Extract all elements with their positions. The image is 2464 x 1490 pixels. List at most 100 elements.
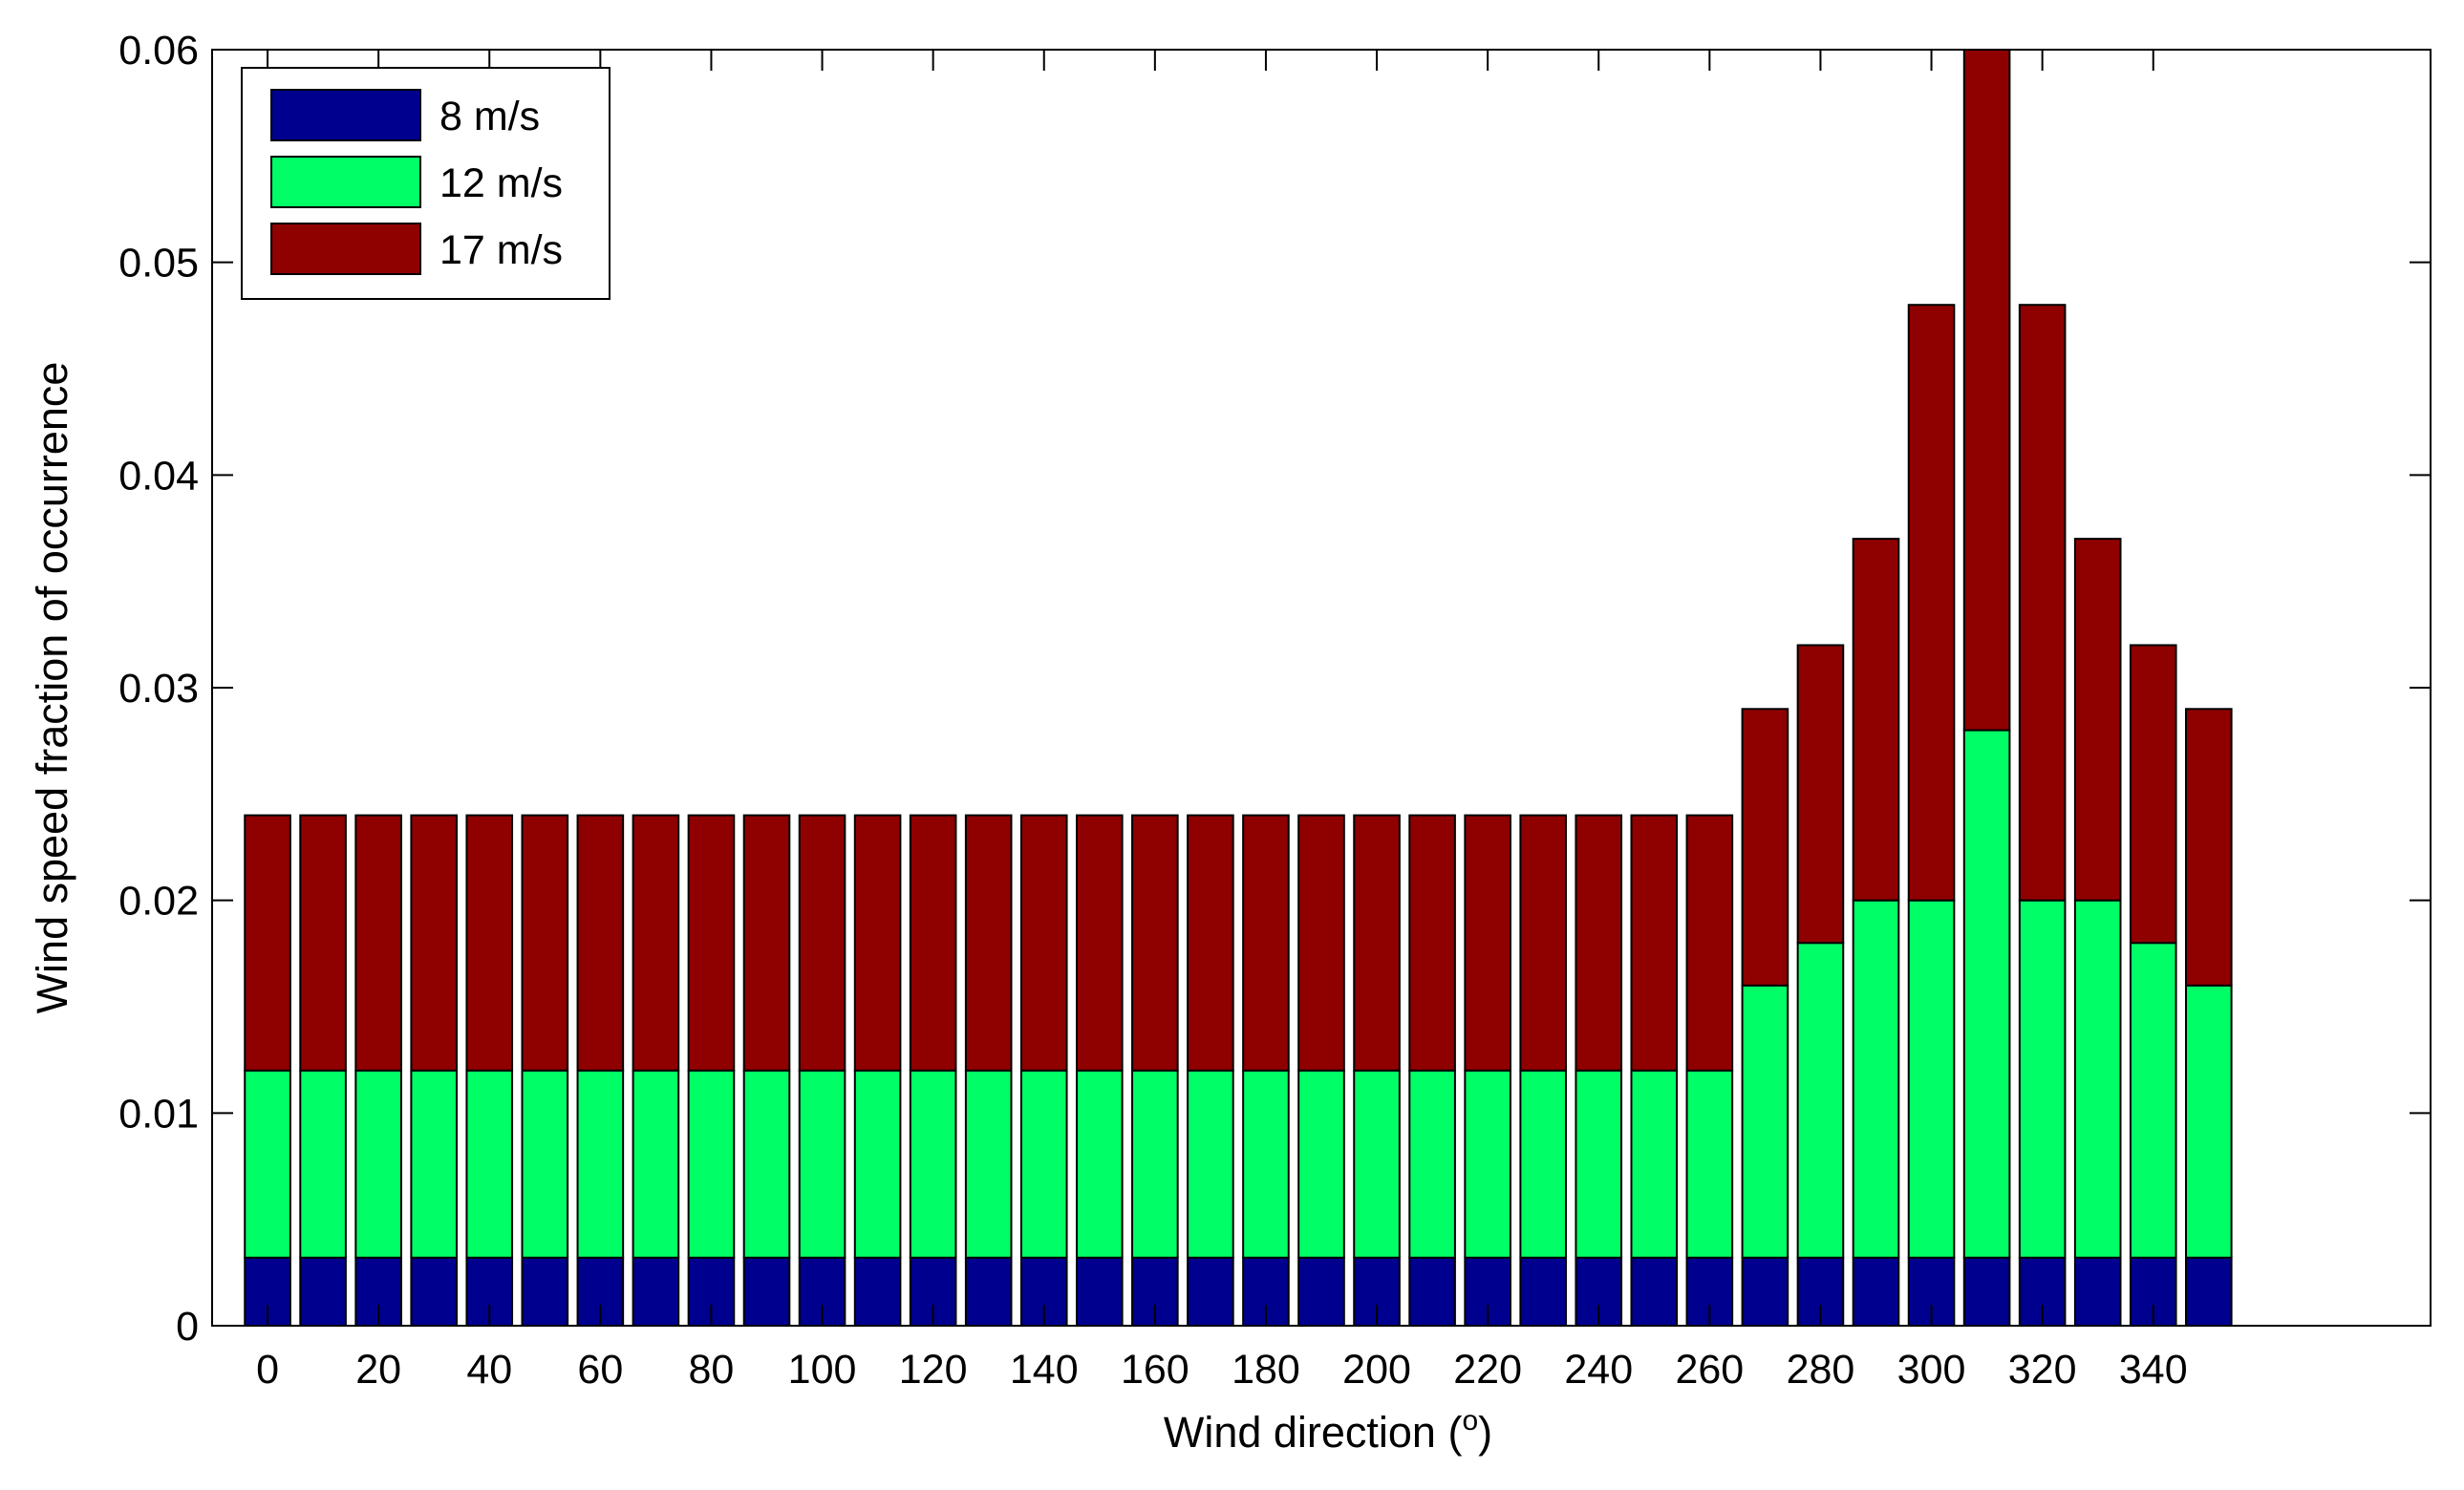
bar-segment — [853, 1256, 902, 1327]
bar-segment — [410, 1069, 458, 1259]
bar-segment — [1187, 1256, 1234, 1327]
bar-segment — [1796, 942, 1845, 1259]
bar-segment — [1131, 1069, 1179, 1259]
y-tick-label: 0.05 — [118, 241, 199, 287]
x-tick-label: 100 — [788, 1347, 857, 1393]
bar-segment — [1187, 814, 1234, 1072]
bar-segment — [2073, 1256, 2122, 1327]
bar-segment — [521, 814, 569, 1072]
x-tick-label: 40 — [466, 1347, 512, 1393]
bar-segment — [1852, 899, 1900, 1259]
bar-segment — [742, 1069, 791, 1259]
bar-segment — [1575, 1069, 1623, 1259]
x-tick-label: 300 — [1897, 1347, 1966, 1393]
bar-segment — [2129, 942, 2177, 1259]
bar-segment — [2018, 899, 2067, 1259]
legend-label: 17 m/s — [439, 227, 563, 273]
bar-segment — [1297, 1069, 1345, 1259]
bar-segment — [1519, 1256, 1568, 1327]
bar-segment — [244, 814, 291, 1072]
bar-segment — [465, 1069, 514, 1259]
y-tick-label: 0.06 — [118, 28, 199, 74]
legend-swatch — [270, 156, 421, 208]
bars — [244, 49, 2233, 1327]
bar-segment — [1297, 814, 1345, 1072]
x-tick-label: 180 — [1232, 1347, 1300, 1393]
bar-segment — [1741, 708, 1789, 987]
x-tick-label: 80 — [689, 1347, 735, 1393]
bar-segment — [2185, 1256, 2233, 1327]
y-axis-label: Wind speed fraction of occurrence — [28, 362, 76, 1014]
bar-segment — [2185, 984, 2233, 1259]
x-tick-label: 120 — [899, 1347, 968, 1393]
bar-segment — [1242, 1069, 1290, 1259]
bar-segment — [1408, 1256, 1456, 1327]
x-tick-label: 320 — [2008, 1347, 2077, 1393]
bar-segment — [410, 814, 458, 1072]
bar-segment — [1575, 814, 1623, 1072]
legend-label: 12 m/s — [439, 160, 563, 206]
bar-segment — [299, 1069, 347, 1259]
x-tick-label: 240 — [1564, 1347, 1633, 1393]
x-tick-label: 280 — [1787, 1347, 1855, 1393]
bar-segment — [1019, 1069, 1068, 1259]
x-tick-label: 340 — [2119, 1347, 2188, 1393]
bar-segment — [909, 1069, 957, 1259]
bar-segment — [465, 814, 514, 1072]
bar-segment — [521, 1069, 569, 1259]
bar-segment — [1685, 814, 1734, 1072]
bar-segment — [964, 814, 1013, 1072]
bar-segment — [1907, 899, 1956, 1259]
bar-segment — [742, 814, 791, 1072]
x-tick-label: 260 — [1675, 1347, 1744, 1393]
bar-segment — [1796, 644, 1845, 945]
bar-segment — [798, 814, 846, 1072]
y-tick-label: 0.01 — [118, 1091, 199, 1137]
bar-segment — [1076, 814, 1124, 1072]
bar-segment — [1019, 814, 1068, 1072]
bar-segment — [1519, 1069, 1568, 1259]
x-tick-label: 200 — [1342, 1347, 1411, 1393]
bar-segment — [2073, 899, 2122, 1259]
bar-segment — [687, 1069, 736, 1259]
x-tick-label: 220 — [1453, 1347, 1522, 1393]
bar-segment — [1741, 1256, 1789, 1327]
bar-segment — [2073, 538, 2122, 902]
bar-segment — [299, 1256, 347, 1327]
bar-segment — [2018, 304, 2067, 902]
bar-segment — [964, 1256, 1013, 1327]
y-tick-label: 0.02 — [118, 879, 199, 925]
bar-segment — [576, 1069, 625, 1259]
x-tick-label: 160 — [1121, 1347, 1189, 1393]
bar-segment — [521, 1256, 569, 1327]
bar-segment — [1630, 1256, 1679, 1327]
bar-segment — [1297, 1256, 1345, 1327]
y-tick-label: 0 — [176, 1304, 199, 1350]
bar-segment — [1464, 1069, 1511, 1259]
bar-segment — [1962, 1256, 2011, 1327]
x-tick-label: 140 — [1010, 1347, 1079, 1393]
x-tick-label: 20 — [355, 1347, 401, 1393]
bar-segment — [1962, 49, 2011, 732]
bar-segment — [1408, 1069, 1456, 1259]
bar-segment — [2129, 644, 2177, 945]
bar-segment — [798, 1069, 846, 1259]
y-tick-label: 0.04 — [118, 453, 199, 499]
bar-segment — [1852, 1256, 1900, 1327]
bar-segment — [1353, 1069, 1401, 1259]
x-axis-label: Wind direction (o) — [1164, 1405, 1492, 1457]
plot-frame — [211, 49, 2432, 1327]
bar-segment — [244, 1069, 291, 1259]
legend-swatch — [270, 223, 421, 275]
bar-segment — [964, 1069, 1013, 1259]
bar-segment — [410, 1256, 458, 1327]
bar-segment — [1741, 984, 1789, 1259]
bar-segment — [909, 814, 957, 1072]
bar-segment — [1907, 304, 1956, 902]
bar-segment — [1630, 814, 1679, 1072]
tick-labels: 0 0.01 0.02 0.03 0.04 0.05 0.06 0 20 40 60 80 100 120… — [118, 28, 2187, 1393]
bar-segment — [1852, 538, 1900, 902]
bar-segment — [1242, 814, 1290, 1072]
bar-segment — [354, 1069, 402, 1259]
